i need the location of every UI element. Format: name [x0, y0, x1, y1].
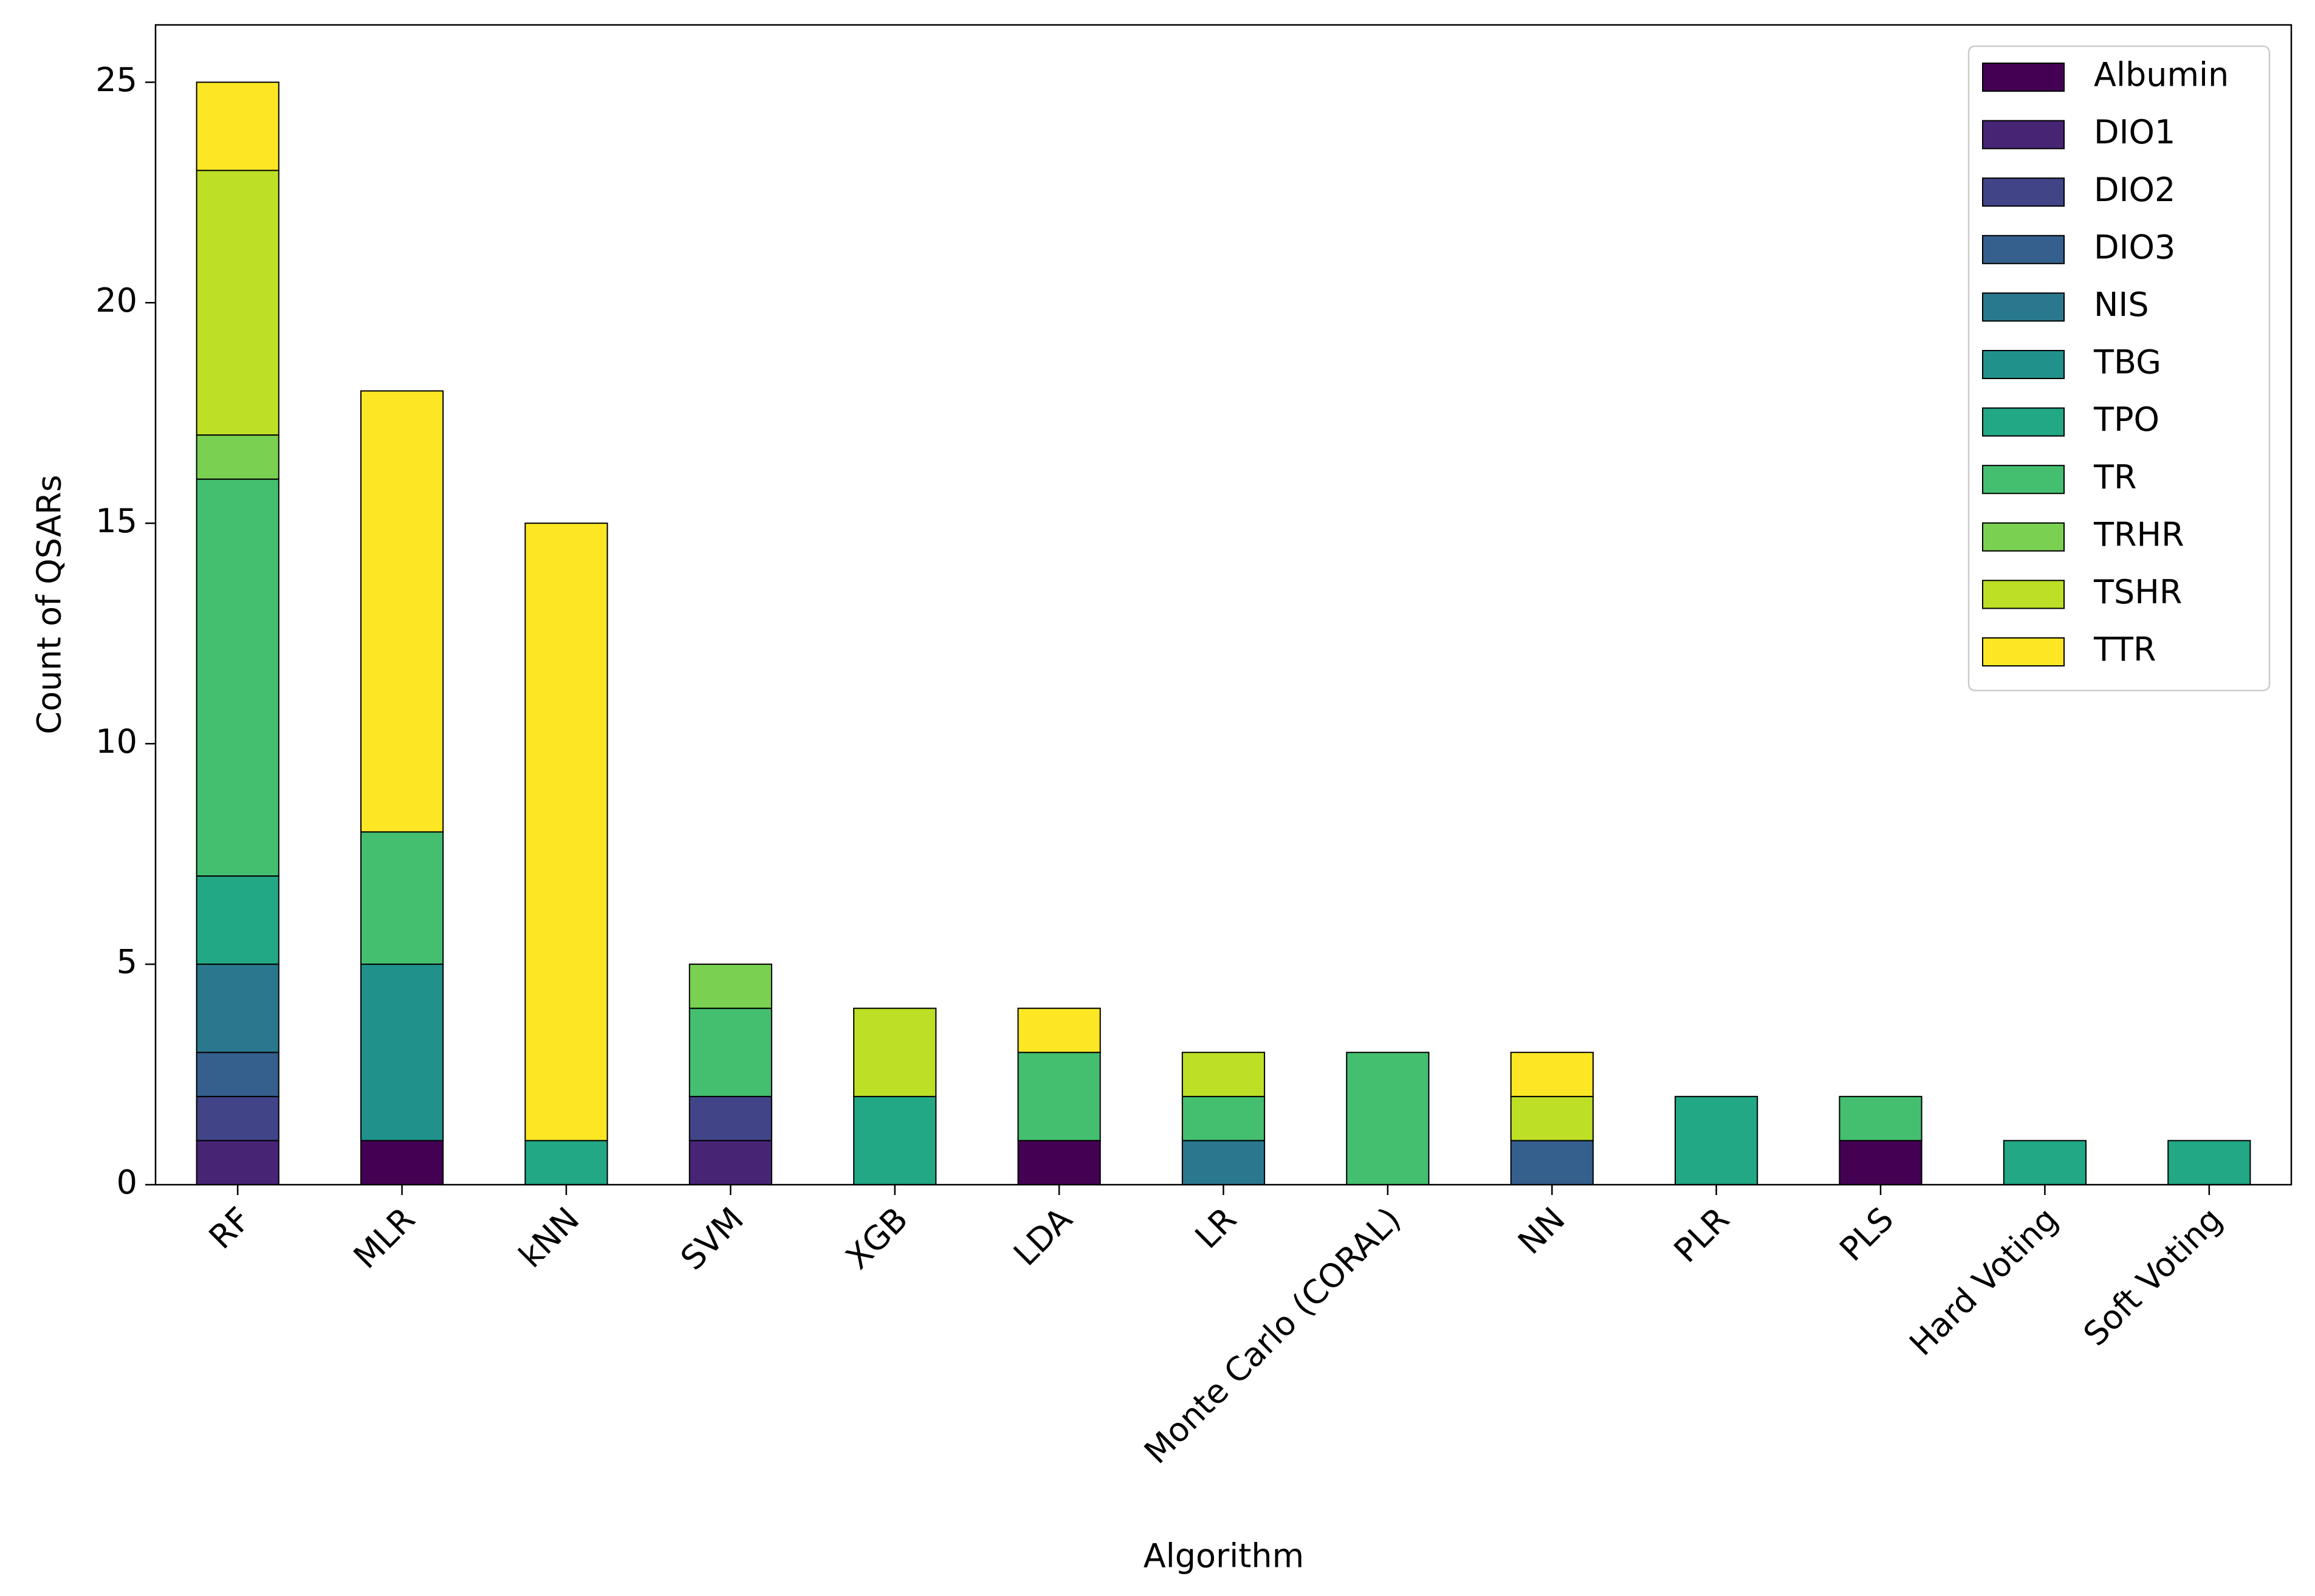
- bar-segment: [360, 1140, 444, 1185]
- bar-segment: [1510, 1052, 1594, 1097]
- legend-label: TBG: [2093, 343, 2161, 382]
- bar-segment: [360, 964, 444, 1142]
- x-tick-label: Soft Voting: [2076, 1200, 2230, 1354]
- x-tick-label: PLR: [1667, 1200, 1737, 1270]
- bar-segment: [196, 434, 280, 480]
- legend-swatch: [1982, 292, 2065, 322]
- bar-segment: [853, 1095, 937, 1185]
- x-tick-label: XGB: [839, 1200, 915, 1276]
- x-tick-label: PLS: [1832, 1200, 1901, 1269]
- bar-segment: [688, 1140, 772, 1185]
- x-tick-label: Monte Carlo (CORAL): [1137, 1200, 1408, 1471]
- legend-swatch: [1982, 63, 2065, 92]
- bar-segment: [853, 1007, 937, 1097]
- bar-segment: [196, 170, 280, 436]
- legend-swatch: [1982, 235, 2065, 264]
- legend-label: TPO: [2093, 400, 2159, 439]
- bar-segment: [688, 1007, 772, 1097]
- bar-segment: [196, 1095, 280, 1142]
- y-tick-label: 10: [95, 722, 137, 761]
- x-tick-label: kNN: [512, 1200, 587, 1275]
- bar-segment: [1839, 1140, 1922, 1185]
- bar-segment: [196, 81, 280, 171]
- bar-segment: [1181, 1052, 1266, 1097]
- legend-swatch: [1982, 120, 2065, 149]
- bar-segment: [1346, 1052, 1430, 1185]
- legend-swatch: [1982, 350, 2065, 379]
- bar-segment: [196, 964, 280, 1053]
- bar-segment: [1181, 1095, 1266, 1142]
- legend-label: Albumin: [2094, 56, 2229, 94]
- x-tick-label: RF: [202, 1200, 258, 1256]
- bar-segment: [1017, 1140, 1101, 1185]
- x-tick-label: LDA: [1006, 1200, 1080, 1273]
- plot-frame: [154, 24, 2293, 1186]
- y-tick-label: 20: [95, 281, 137, 320]
- bar-segment: [524, 1140, 608, 1185]
- bar-segment: [1017, 1007, 1101, 1053]
- legend-label: TRHR: [2093, 515, 2184, 553]
- bar-segment: [688, 1095, 772, 1142]
- legend-label: DIO3: [2094, 228, 2175, 266]
- y-tick-label: 15: [95, 502, 137, 540]
- legend-swatch: [1982, 407, 2065, 437]
- bar-segment: [1675, 1095, 1758, 1185]
- legend-label: TR: [2093, 458, 2137, 496]
- x-tick-label: NN: [1511, 1200, 1572, 1262]
- legend: Albumin DIO1 DIO2 DIO3 NIS TBG TPO TR TRHR TSHR TT…: [1967, 45, 2271, 691]
- x-tick-label: Hard Voting: [1902, 1200, 2065, 1363]
- legend-swatch: [1982, 177, 2065, 207]
- bar-segment: [2167, 1140, 2251, 1185]
- legend-swatch: [1982, 522, 2065, 552]
- x-tick-label: MLR: [346, 1200, 422, 1276]
- bar-segment: [1839, 1095, 1922, 1142]
- legend-swatch: [1982, 637, 2065, 666]
- bar-segment: [360, 831, 444, 965]
- x-tick-label: LR: [1188, 1200, 1244, 1256]
- bar-segment: [1510, 1095, 1594, 1142]
- bar-segment: [196, 1052, 280, 1097]
- y-tick-label: 0: [117, 1163, 137, 1202]
- bar-segment: [1017, 1052, 1101, 1142]
- legend-swatch: [1982, 580, 2065, 609]
- y-axis-label: Count of QSARs: [30, 474, 69, 734]
- legend-label: TSHR: [2093, 573, 2182, 611]
- y-tick-label: 25: [95, 61, 137, 99]
- x-tick-label: SVM: [673, 1200, 751, 1278]
- bar-segment: [688, 964, 772, 1009]
- bar-segment: [1510, 1140, 1594, 1185]
- bar-segment: [196, 1140, 280, 1185]
- bar-segment: [1181, 1140, 1266, 1185]
- bar-segment: [2003, 1140, 2087, 1185]
- legend-swatch: [1982, 465, 2065, 495]
- legend-label: DIO2: [2094, 171, 2175, 209]
- y-tick-label: 5: [117, 943, 137, 981]
- legend-label: TTR: [2093, 631, 2156, 669]
- bar-segment: [360, 390, 444, 833]
- bar-segment: [524, 522, 608, 1142]
- legend-label: NIS: [2094, 286, 2149, 324]
- bar-segment: [196, 875, 280, 965]
- x-axis-label: Algorithm: [1144, 1537, 1304, 1575]
- bar-segment: [196, 478, 280, 877]
- legend-label: DIO1: [2094, 113, 2175, 151]
